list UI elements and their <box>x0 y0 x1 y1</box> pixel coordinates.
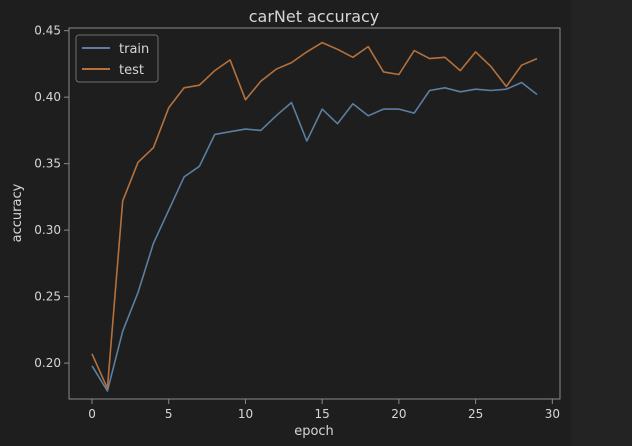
y-axis-label: accuracy <box>10 183 25 242</box>
y-tick-label: 0.45 <box>34 24 61 38</box>
series-line-train <box>91 81 538 392</box>
y-tick-label: 0.40 <box>34 90 61 104</box>
legend-box <box>75 34 159 83</box>
y-tick-label: 0.35 <box>34 157 61 171</box>
x-tick-label: 0 <box>88 407 96 421</box>
x-tick-label: 10 <box>238 407 253 421</box>
y-axis: 0.20 0.25 0.30 0.35 0.40 0.45 <box>34 24 69 370</box>
x-axis-label: epoch <box>294 424 334 439</box>
x-axis: 0 5 10 15 20 25 30 <box>88 399 560 421</box>
legend: train test <box>75 34 159 83</box>
x-tick-label: 25 <box>468 407 483 421</box>
series-layer <box>91 41 538 392</box>
legend-label-test: test <box>119 63 144 78</box>
plot-frame <box>68 27 561 400</box>
x-tick-label: 20 <box>391 407 406 421</box>
x-tick-label: 5 <box>165 407 173 421</box>
series-line-test <box>91 41 538 390</box>
y-tick-label: 0.20 <box>34 356 61 370</box>
side-strip <box>571 0 632 446</box>
legend-label-train: train <box>119 42 149 57</box>
x-tick-label: 30 <box>545 407 560 421</box>
x-tick-label: 15 <box>315 407 330 421</box>
y-tick-label: 0.25 <box>34 290 61 304</box>
chart-title: carNet accuracy <box>249 7 380 26</box>
y-tick-label: 0.30 <box>34 223 61 237</box>
